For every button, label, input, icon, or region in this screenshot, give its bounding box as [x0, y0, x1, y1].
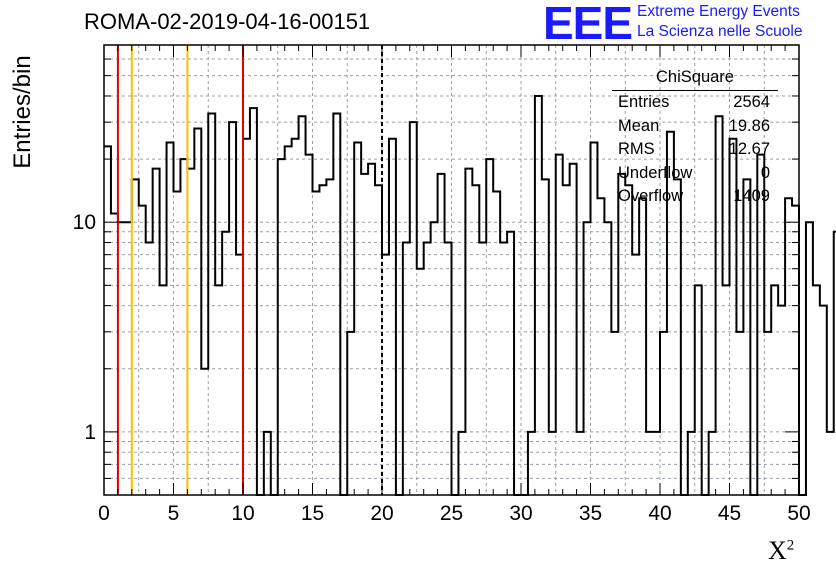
- eee-logo: EEE: [543, 0, 633, 49]
- x-tick-label: 45: [718, 502, 741, 525]
- x-axis-label: X2: [768, 536, 795, 565]
- stats-label: Overflow: [618, 187, 684, 205]
- stats-value: 2564: [733, 93, 770, 111]
- stats-value: 0: [760, 163, 770, 182]
- stats-row: Underflow 0: [612, 164, 778, 188]
- stats-box: ChiSquare Entries 2564 Mean 19.86 RMS 12.67…: [612, 68, 778, 211]
- y-tick-label: 10: [73, 211, 96, 234]
- x-tick-label: 20: [370, 502, 393, 525]
- x-tick-label: 35: [579, 502, 602, 525]
- stats-value: 1409: [733, 187, 770, 205]
- stats-label: Mean: [618, 116, 660, 135]
- x-tick-label: 30: [509, 502, 532, 525]
- stats-label: Underflow: [618, 163, 693, 182]
- x-tick-label: 15: [301, 502, 324, 525]
- x-tick-label: 25: [440, 502, 463, 525]
- stats-label: RMS: [618, 140, 655, 158]
- x-tick-label: 5: [168, 502, 180, 525]
- x-tick-label: 10: [231, 502, 254, 525]
- stats-value: 12.67: [728, 140, 770, 158]
- x-tick-label: 50: [787, 502, 810, 525]
- stats-row: RMS 12.67: [612, 140, 778, 164]
- stats-row: Overflow 1409: [612, 187, 778, 211]
- stats-label: Entries: [618, 93, 670, 111]
- y-tick-label: 1: [84, 421, 96, 444]
- x-tick-label: 0: [98, 502, 110, 525]
- x-tick-label: 40: [648, 502, 671, 525]
- stats-divider: [612, 90, 778, 91]
- histogram-line: [104, 94, 836, 496]
- stats-row: Mean 19.86: [612, 117, 778, 141]
- stats-value: 19.86: [728, 116, 770, 135]
- y-axis-label: Entries/bin: [9, 55, 36, 169]
- stats-title: ChiSquare: [656, 68, 734, 86]
- stats-row: Entries 2564: [612, 93, 778, 117]
- logo-line-2: La Scienza nelle Scuole: [637, 23, 803, 40]
- chart-title: ROMA-02-2019-04-16-00151: [84, 9, 371, 34]
- logo-line-1: Extreme Energy Events: [637, 3, 800, 20]
